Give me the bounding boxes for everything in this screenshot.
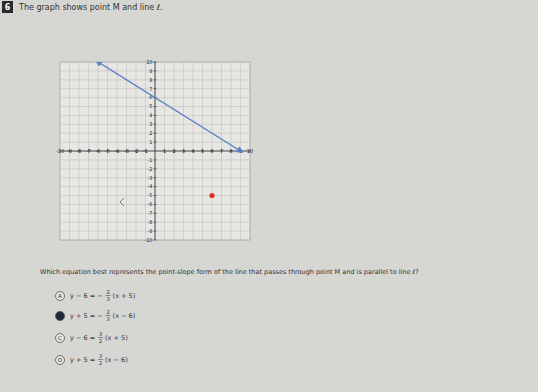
fraction-den: 3 (107, 296, 110, 302)
y-tick-label: -1 (148, 157, 153, 163)
nav-arrow (120, 198, 124, 206)
x-tick-label: -2 (134, 148, 139, 154)
y-tick-label: 3 (149, 121, 152, 127)
y-tick-label: -3 (148, 175, 153, 181)
x-tick-label: -10 (56, 148, 64, 154)
choice[interactable]: Ay − 6 = − 23(x + 5) (56, 289, 136, 302)
x-tick-label: 6 (210, 148, 213, 154)
x-tick-label: 7 (220, 148, 223, 154)
y-tick (154, 231, 157, 232)
choice-rhs: (x + 5) (105, 334, 128, 342)
x-tick-label: -7 (86, 148, 91, 154)
y-tick (154, 106, 157, 107)
y-tick (154, 204, 157, 205)
y-tick (154, 115, 157, 116)
y-tick-label: -9 (148, 228, 153, 234)
chart: -10-9-8-7-6-5-4-3-2-112345678910-10-9-8-… (56, 59, 253, 243)
y-axis (155, 62, 156, 240)
fraction-den: 2 (99, 338, 102, 344)
y-tick-label: 7 (149, 86, 152, 92)
y-tick (154, 186, 157, 187)
x-tick-label: -8 (77, 148, 82, 154)
choice-lhs: y − 6 = (70, 334, 95, 342)
number-box (2, 1, 13, 13)
y-tick (154, 62, 157, 63)
choice-lhs: y + 5 = (70, 356, 95, 364)
x-tick-label: -5 (105, 148, 110, 154)
intro: The graph shows point M and line ℓ. (18, 3, 163, 12)
y-tick (154, 142, 157, 143)
choice-rhs: (x − 6) (113, 312, 136, 320)
x-tick-label: 2 (172, 148, 175, 154)
y-tick (154, 79, 157, 80)
fraction-num: 3 (99, 331, 102, 337)
choice-bubble[interactable] (56, 312, 65, 321)
x-tick-label: -1 (143, 148, 148, 154)
y-tick (154, 124, 157, 125)
fraction-den: 3 (107, 316, 110, 322)
marks (98, 62, 241, 198)
choice-lhs: y − 6 = − (70, 292, 103, 300)
y-tick (154, 88, 157, 89)
y-tick-label: 10 (146, 59, 152, 65)
page: 6The graph shows point M and line ℓ.-10-… (0, 0, 538, 392)
x-tick-label: 5 (201, 148, 204, 154)
y-tick-label: -5 (148, 192, 153, 198)
y-tick-label: 2 (149, 130, 152, 136)
y-tick-label: -10 (144, 237, 152, 243)
fraction-num: 3 (99, 353, 102, 359)
x-tick-label: 1 (163, 148, 166, 154)
y-tick (154, 159, 157, 160)
y-tick (154, 195, 157, 196)
plot-frame (60, 62, 250, 240)
choice-rhs: (x + 5) (113, 292, 136, 300)
x-tick-label: -3 (124, 148, 129, 154)
y-tick-label: 4 (149, 112, 152, 118)
y-tick-label: -4 (148, 183, 153, 189)
choice-bubble[interactable] (56, 292, 65, 301)
x-tick-label: 10 (247, 148, 253, 154)
choice[interactable]: Dy + 5 = 32(x − 6) (56, 353, 128, 366)
y-tick (154, 213, 157, 214)
choice[interactable]: Cy − 6 = 32(x + 5) (56, 331, 128, 344)
background (0, 0, 538, 392)
y-tick-label: 9 (149, 68, 152, 74)
y-tick (154, 222, 157, 223)
fraction-num: 2 (107, 309, 110, 315)
choice-letter: C (58, 335, 62, 341)
prompt: Which equation best represents the point… (40, 268, 419, 276)
x-tick-label: -9 (67, 148, 72, 154)
choice-letter: A (58, 293, 62, 299)
fraction-num: 2 (107, 289, 110, 295)
choice[interactable]: y + 5 = − 23(x − 6) (56, 309, 136, 322)
x-tick-label: -6 (96, 148, 101, 154)
x-tick-label: -4 (115, 148, 120, 154)
question-number: 6 (5, 3, 11, 12)
y-tick-label: 1 (149, 139, 152, 145)
choice-lhs: y + 5 = − (70, 312, 103, 320)
y-tick-label: 8 (149, 77, 152, 83)
x-tick-label: 3 (182, 148, 185, 154)
y-tick (154, 168, 157, 169)
y-tick (154, 70, 157, 71)
y-tick-label: -8 (148, 219, 153, 225)
choice-rhs: (x − 6) (105, 356, 128, 364)
choice-bubble[interactable] (56, 334, 65, 343)
point-m (209, 193, 214, 198)
y-tick-label: -2 (148, 166, 153, 172)
y-tick-label: -6 (148, 201, 153, 207)
y-tick (154, 177, 157, 178)
x-tick-label: 4 (191, 148, 194, 154)
y-tick-label: -7 (148, 210, 153, 216)
choice-bubble[interactable] (56, 356, 65, 365)
line-l (98, 62, 241, 151)
y-tick (154, 240, 157, 241)
y-tick (154, 133, 157, 134)
fraction-den: 2 (99, 360, 102, 366)
y-tick-label: 5 (149, 103, 152, 109)
choice-letter: D (58, 357, 62, 363)
x-tick-label: 8 (229, 148, 232, 154)
